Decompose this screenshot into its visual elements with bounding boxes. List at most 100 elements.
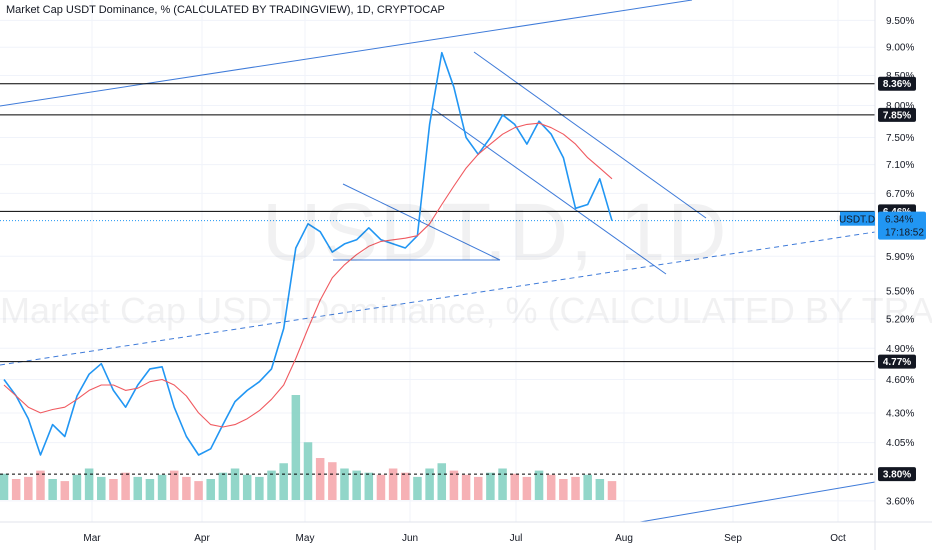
volume-bar (11, 479, 21, 500)
volume-bar (36, 470, 45, 500)
volume-bar (267, 470, 276, 500)
y-tick-label: 4.60% (886, 375, 914, 386)
symbol-watermark: USDT.D, 1D (262, 187, 729, 278)
volume-bar (0, 473, 9, 500)
volume-bar (48, 479, 57, 500)
volume-bar (60, 481, 70, 500)
x-tick-label: Sep (724, 533, 742, 544)
trendline (431, 107, 667, 275)
trendline (0, 231, 876, 366)
volume-bar (206, 479, 215, 500)
volume-bar (279, 463, 288, 500)
volume-bar (121, 472, 130, 500)
current-price-tag (878, 211, 926, 240)
y-tick-label: 9.50% (886, 16, 914, 27)
symbol-tag (840, 211, 875, 226)
volume-bar (303, 442, 313, 500)
x-tick-label: Aug (615, 533, 633, 544)
volume-bar (595, 479, 605, 500)
volume-bar (84, 468, 94, 500)
volume-bar (486, 472, 495, 500)
volume-bar (583, 474, 592, 500)
volume-bar (230, 468, 240, 500)
volume-bar (182, 476, 191, 500)
volume-bar (473, 476, 483, 500)
level-tag (878, 467, 916, 482)
volume-bar (133, 476, 143, 500)
volume-bar (498, 468, 507, 500)
volume-bar (559, 479, 568, 500)
y-tick-label: 4.05% (886, 438, 914, 449)
volume-bar (291, 395, 301, 500)
volume-bar (352, 470, 361, 500)
series (3, 51, 613, 456)
x-tick-label: Jun (402, 533, 418, 544)
x-tick-label: May (296, 533, 315, 544)
level-tag-label: 7.85% (883, 110, 911, 121)
volume-bar (364, 472, 374, 500)
volume-bar (376, 474, 386, 500)
y-tick-label: 8.00% (886, 101, 914, 112)
moving-average-line (3, 122, 613, 428)
x-tick-label: Jul (510, 533, 523, 544)
volume-bar (461, 474, 471, 500)
x-tick-label: Apr (194, 533, 210, 544)
current-price-label: 6.34% (885, 215, 913, 226)
volume-bar (449, 470, 459, 500)
volume-bar (157, 474, 167, 500)
y-tick-label: 7.50% (886, 133, 914, 144)
volume-bar (510, 473, 519, 500)
price-axis[interactable]: 9.50% 9.00% 8.50% 8.00% 7.50% 7.10% 6.70% 5.90%… (839, 0, 926, 550)
volume-bar (340, 468, 349, 500)
volume-bar (534, 470, 544, 500)
y-tick-label: 5.20% (886, 314, 914, 325)
volume-bar (145, 479, 155, 500)
volume-bar (401, 472, 410, 500)
y-tick-label: 3.60% (886, 496, 914, 507)
level-tag (878, 354, 916, 369)
trendlines (0, 0, 876, 523)
volume-bar (72, 474, 82, 500)
volume-bar (437, 463, 447, 500)
volume-bar (522, 476, 532, 500)
volume-bar (194, 481, 203, 500)
volume-bar (425, 468, 434, 500)
chart-title: Market Cap USDT Dominance, % (CALCULATED… (6, 4, 445, 16)
trendline (342, 183, 501, 261)
level-tag (878, 107, 916, 122)
trendline (473, 51, 707, 219)
volume-bar (413, 476, 422, 500)
trendline (0, 0, 693, 107)
x-tick-label: Mar (83, 533, 101, 544)
trendline (639, 481, 876, 523)
volume-bar (97, 476, 106, 500)
level-tag-label: 8.36% (883, 79, 911, 90)
y-tick-label: 7.10% (886, 160, 914, 171)
y-tick-label: 5.90% (886, 252, 914, 263)
volume-bar (315, 458, 325, 500)
volume-bars (0, 395, 617, 500)
y-tick-label: 4.30% (886, 408, 914, 419)
y-tick-label: 9.00% (886, 43, 914, 54)
level-tag (878, 76, 916, 91)
time-axis[interactable]: Mar Apr May Jun Jul Aug Sep Oct (0, 521, 932, 544)
y-tick-label: 5.50% (886, 287, 914, 298)
volume-bar (242, 474, 252, 500)
y-tick-label: 8.50% (886, 71, 914, 82)
countdown-label: 17:18:52 (885, 228, 924, 239)
x-tick-label: Oct (830, 533, 846, 544)
volume-bar (328, 462, 337, 500)
volume-bar (571, 476, 580, 500)
volume-bar (109, 479, 118, 500)
price-line (3, 51, 613, 456)
volume-bar (388, 468, 398, 500)
symbol-tag-label: USDT.D (839, 215, 875, 226)
y-tick-label: 6.70% (886, 189, 914, 200)
volume-bar (255, 476, 264, 500)
level-tag-label: 3.80% (883, 470, 911, 481)
volume-bar (24, 476, 33, 500)
volume-bar (607, 481, 617, 500)
volume-bar (218, 472, 228, 500)
